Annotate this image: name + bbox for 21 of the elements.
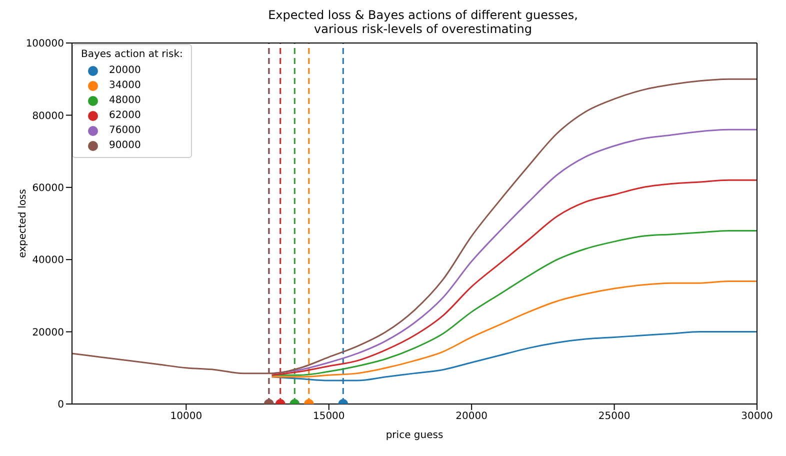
legend-label: 76000: [109, 125, 141, 136]
x-tick-label: 20000: [456, 411, 488, 422]
x-tick-label: 30000: [741, 411, 773, 422]
x-tick-label: 10000: [170, 411, 202, 422]
y-tick-label: 20000: [32, 327, 64, 338]
y-tick-label: 40000: [32, 255, 64, 266]
x-axis-title: price guess: [386, 430, 444, 441]
legend-label: 34000: [109, 80, 141, 91]
y-tick-label: 100000: [26, 38, 64, 50]
legend-label: 62000: [109, 110, 141, 121]
y-tick-label: 0: [58, 400, 64, 411]
x-tick-label: 15000: [312, 411, 345, 422]
y-axis-title: expected loss: [18, 189, 29, 258]
legend-title: Bayes action at risk:: [81, 49, 183, 60]
legend-label: 48000: [109, 95, 141, 106]
chart-title: Expected loss & Bayes actions of different guesses, various risk-levels of overestimating: [267, 8, 579, 36]
legend-label: 90000: [109, 140, 141, 151]
y-tick-label: 80000: [32, 110, 64, 122]
x-tick-label: 25000: [598, 411, 630, 422]
y-tick-label: 60000: [32, 182, 64, 194]
legend-label: 20000: [109, 65, 141, 76]
